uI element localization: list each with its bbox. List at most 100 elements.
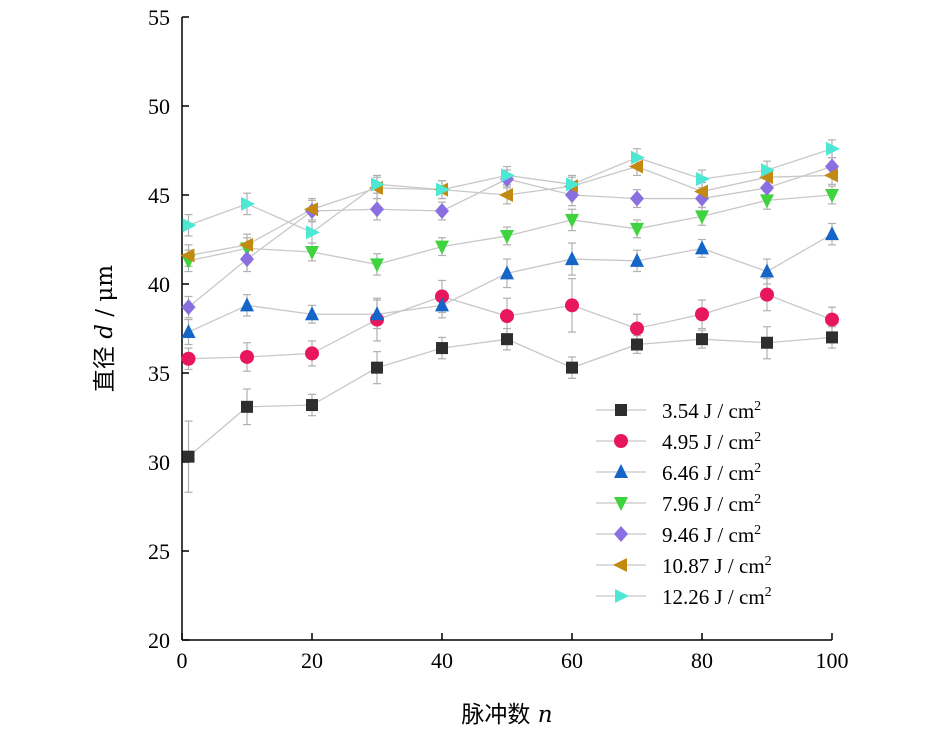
data-point bbox=[182, 450, 195, 463]
data-point bbox=[826, 331, 838, 344]
data-point bbox=[239, 237, 253, 252]
data-point bbox=[825, 312, 839, 327]
legend-label-text: 3.54 J / cm bbox=[662, 399, 754, 423]
data-point bbox=[760, 194, 774, 209]
x-axis-title-var: n bbox=[538, 702, 553, 728]
legend-marker bbox=[614, 434, 628, 448]
data-point bbox=[695, 210, 709, 225]
data-point bbox=[500, 265, 514, 280]
data-point bbox=[566, 361, 578, 374]
data-point bbox=[566, 177, 580, 192]
data-point bbox=[371, 177, 385, 192]
legend-label-text: 12.26 J / cm bbox=[662, 585, 765, 609]
y-tick-label: 50 bbox=[148, 94, 170, 119]
legend-label-sup: 2 bbox=[754, 461, 761, 476]
data-point bbox=[240, 251, 254, 268]
legend-label-sup: 2 bbox=[754, 430, 761, 445]
data-point bbox=[759, 170, 773, 185]
data-point bbox=[631, 338, 643, 351]
y-tick-label: 55 bbox=[148, 5, 170, 30]
legend-label-text: 9.46 J / cm bbox=[662, 523, 754, 547]
data-point bbox=[240, 349, 254, 364]
legend-label-sup: 2 bbox=[754, 492, 761, 507]
data-point bbox=[181, 324, 196, 339]
legend-label-sup: 2 bbox=[765, 554, 772, 569]
data-point bbox=[370, 306, 384, 321]
legend-marker bbox=[615, 404, 627, 416]
data-point bbox=[304, 202, 318, 217]
data-point bbox=[182, 218, 197, 233]
data-point bbox=[435, 297, 449, 312]
legend-label: 12.26 J / cm2 bbox=[662, 585, 772, 609]
axes-layer bbox=[181, 17, 832, 641]
data-point bbox=[305, 346, 319, 361]
x-tick-label: 100 bbox=[816, 648, 849, 673]
y-axis-title-unit: / μm bbox=[92, 265, 118, 324]
data-point bbox=[501, 333, 513, 346]
data-point bbox=[695, 240, 709, 255]
data-point bbox=[241, 196, 255, 211]
y-tick-label: 25 bbox=[148, 539, 170, 564]
data-point bbox=[306, 399, 318, 412]
legend-label-text: 10.87 J / cm bbox=[662, 554, 765, 578]
data-point bbox=[305, 245, 319, 260]
data-point bbox=[500, 229, 514, 244]
y-tick-label: 35 bbox=[148, 361, 170, 386]
series-line bbox=[188, 293, 833, 360]
legend-label-sup: 2 bbox=[754, 399, 761, 414]
x-tick-label: 20 bbox=[301, 648, 323, 673]
data-point bbox=[436, 182, 450, 197]
data-point bbox=[694, 184, 708, 199]
data-point bbox=[435, 289, 449, 304]
data-point bbox=[181, 351, 196, 366]
legend-label-text: 4.95 J / cm bbox=[662, 430, 754, 454]
data-point bbox=[630, 190, 644, 207]
y-tick-label: 40 bbox=[148, 272, 170, 297]
data-point bbox=[241, 400, 253, 413]
data-point bbox=[695, 307, 709, 322]
data-point bbox=[761, 163, 775, 178]
data-point bbox=[824, 168, 838, 183]
data-point bbox=[435, 203, 449, 220]
data-point bbox=[370, 258, 384, 273]
y-axis-title: 直径 d / μm bbox=[92, 265, 118, 392]
y-tick-label: 20 bbox=[148, 628, 170, 653]
data-point bbox=[696, 333, 708, 346]
legend-label: 3.54 J / cm2 bbox=[662, 399, 761, 423]
legend-marker bbox=[614, 497, 628, 511]
data-point bbox=[631, 150, 645, 165]
legend-label-sup: 2 bbox=[754, 523, 761, 538]
legend-marker bbox=[614, 526, 628, 542]
data-point bbox=[565, 213, 579, 228]
data-point bbox=[436, 342, 448, 355]
data-point bbox=[565, 251, 579, 266]
data-point bbox=[696, 171, 710, 186]
legend-label-text: 7.96 J / cm bbox=[662, 492, 754, 516]
data-point bbox=[630, 252, 644, 267]
legend-label-text: 6.46 J / cm bbox=[662, 461, 754, 485]
x-axis-title-main: 脉冲数 bbox=[461, 702, 537, 728]
data-point bbox=[306, 225, 320, 240]
ticks-layer: 20 25 30 35 40 45 50 55 0 20 40 60 80 100 bbox=[148, 5, 849, 673]
y-tick-label: 30 bbox=[148, 450, 170, 475]
legend-marker bbox=[615, 589, 629, 603]
legend-label: 9.46 J / cm2 bbox=[662, 523, 761, 547]
x-tick-label: 60 bbox=[561, 648, 583, 673]
data-point bbox=[629, 159, 643, 174]
y-tick-label: 45 bbox=[148, 183, 170, 208]
data-point bbox=[826, 141, 840, 156]
data-point bbox=[760, 179, 774, 196]
data-point bbox=[371, 361, 383, 374]
series-line bbox=[188, 194, 833, 266]
data-point bbox=[630, 321, 644, 336]
data-point bbox=[501, 168, 515, 183]
legend-label-sup: 2 bbox=[765, 585, 772, 600]
data-point bbox=[630, 222, 644, 237]
data-point bbox=[370, 201, 384, 218]
data-point bbox=[565, 298, 579, 313]
data-point bbox=[499, 188, 513, 202]
legend-label: 10.87 J / cm2 bbox=[662, 554, 772, 578]
x-axis-title: 脉冲数 n bbox=[461, 702, 552, 728]
